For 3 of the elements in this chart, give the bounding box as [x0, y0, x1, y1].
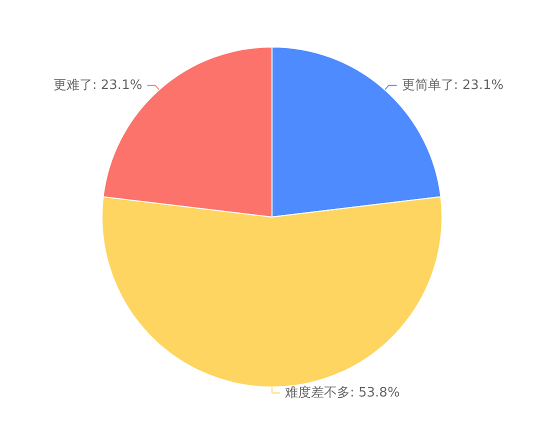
slice-label: 难度差不多: 53.8% [284, 384, 400, 400]
slice-label: 更简单了: 23.1% [402, 78, 504, 93]
slice-label: 更难了: 23.1% [53, 78, 142, 93]
